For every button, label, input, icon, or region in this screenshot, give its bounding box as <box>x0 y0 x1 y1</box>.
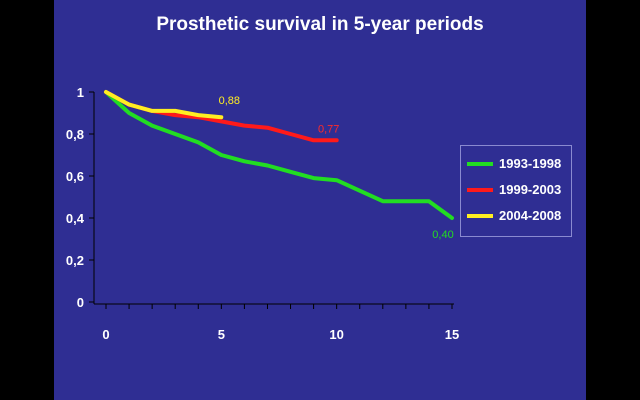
legend-label: 1993-1998 <box>499 156 562 171</box>
legend: 1993-1998 1999-2003 2004-2008 <box>460 145 572 237</box>
y-tick-label: 0,4 <box>66 211 85 226</box>
series-line-2004-2008 <box>104 90 224 120</box>
legend-item-1999-2003: 1999-2003 <box>465 180 571 200</box>
y-tick-label: 0,6 <box>66 169 84 184</box>
legend-swatch <box>467 188 493 192</box>
x-tick-label: 5 <box>218 327 225 342</box>
legend-swatch <box>467 162 493 166</box>
y-tick-label: 0,2 <box>66 253 84 268</box>
legend-label: 2004-2008 <box>499 208 562 223</box>
data-label: 0,40 <box>432 229 453 241</box>
series-line-1993-1998 <box>104 90 454 220</box>
y-tick-label: 0 <box>77 295 84 310</box>
legend-swatch <box>467 214 493 218</box>
chart-title: Prosthetic survival in 5-year periods <box>156 14 484 35</box>
y-tick-label: 1 <box>77 85 84 100</box>
data-label: 0,88 <box>219 95 240 107</box>
x-tick-label: 0 <box>102 327 109 342</box>
legend-label: 1999-2003 <box>499 182 562 197</box>
data-label: 0,77 <box>318 123 339 135</box>
x-tick-label: 15 <box>445 327 459 342</box>
y-tick-label: 0,8 <box>66 127 84 142</box>
legend-item-2004-2008: 2004-2008 <box>465 206 571 226</box>
x-tick-label: 10 <box>329 327 343 342</box>
legend-item-1993-1998: 1993-1998 <box>465 154 571 174</box>
